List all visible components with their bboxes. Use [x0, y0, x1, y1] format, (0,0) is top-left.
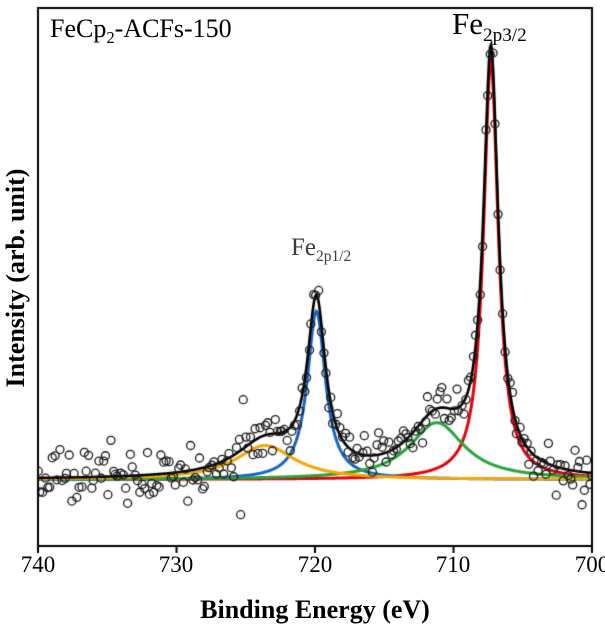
x-tick-label-700: 700 [574, 552, 605, 577]
sample-label-rest: -ACFs-150 [114, 14, 232, 43]
x-tick-label-720: 720 [297, 552, 333, 577]
x-tick-label-740: 740 [20, 552, 56, 577]
y-axis-label: Intensity (arb. unit) [1, 168, 30, 388]
x-tick-label-710: 710 [435, 552, 471, 577]
x-tick-label-730: 730 [158, 552, 194, 577]
peak-label-fe2p32-main: Fe [452, 6, 483, 41]
peak-label-fe2p32-sub: 2p3/2 [483, 25, 527, 47]
peak-label-fe2p12-sub: 2p1/2 [316, 248, 352, 265]
peak-label-fe2p32: Fe2p3/2 [452, 6, 527, 47]
sample-label-main: FeCp [50, 14, 107, 43]
sample-label: FeCp2-ACFs-150 [50, 14, 232, 48]
sample-label-sub: 2 [106, 28, 115, 48]
x-axis-label: Binding Energy (eV) [200, 595, 430, 624]
peak-label-fe2p12: Fe2p1/2 [291, 234, 351, 266]
peak-label-fe2p12-main: Fe [291, 234, 316, 261]
